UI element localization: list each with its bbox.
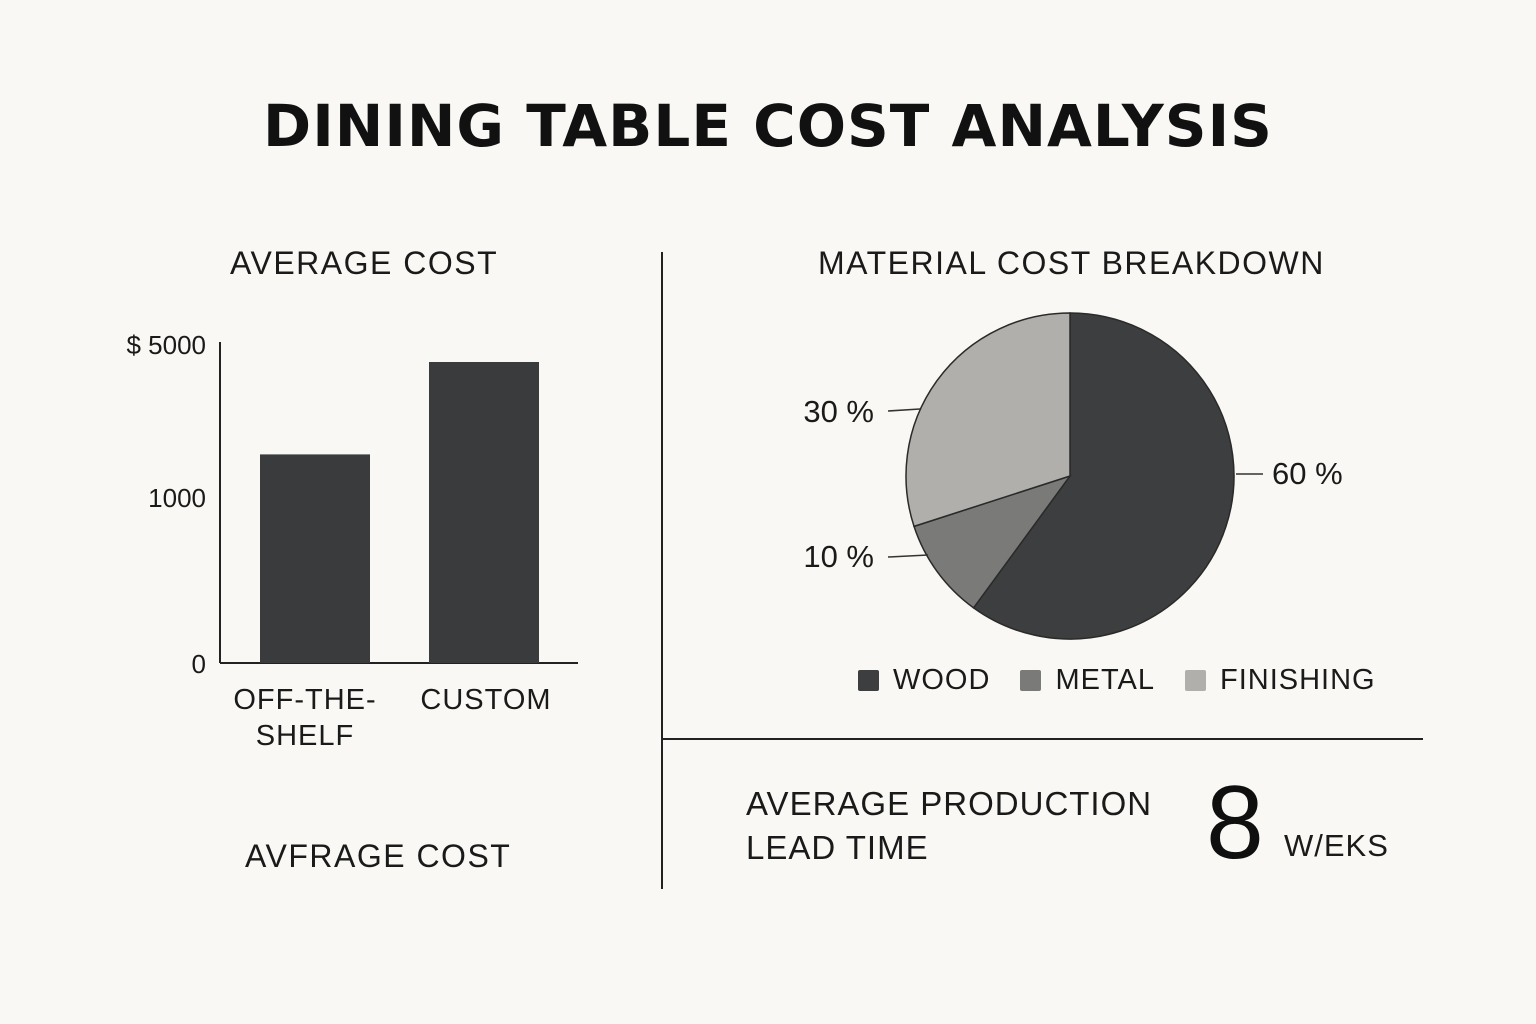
bar-category-label: SHELF [256, 720, 354, 752]
pie-legend: WOOD METAL FINISHING [858, 664, 1406, 697]
bar-chart-footer-label: AVFRAGE COST [245, 838, 512, 874]
pie-slice-wood [972, 312, 1235, 640]
legend-label: WOOD [893, 664, 991, 696]
lead-time-unit: W/EKS [1284, 828, 1389, 863]
bar-0 [260, 454, 370, 663]
pie-chart-title: MATERIAL COST BREAKDOWN [818, 245, 1325, 281]
pie-chart: 60 % 10 % 30 % [803, 312, 1343, 640]
lead-time-value: 8 [1206, 765, 1264, 881]
pie-slice-label: 10 % [803, 539, 874, 574]
lead-time-label-line2: LEAD TIME [746, 829, 929, 866]
pie-slice-finishing [905, 312, 1071, 528]
bar-chart-title: AVERAGE COST [230, 245, 499, 281]
pie-leader-line [887, 554, 929, 558]
pie-slice-metal [913, 474, 1072, 609]
bar-y-tick-label: 1000 [148, 483, 206, 513]
legend-label: FINISHING [1219, 664, 1376, 696]
bar-category-label: OFF-THE- [233, 684, 376, 716]
vertical-divider [661, 252, 663, 889]
pie-slice-label: 30 % [803, 394, 874, 429]
bar-y-tick-label: $ 5000 [126, 330, 206, 360]
bar-category-label: CUSTOM [420, 684, 551, 716]
horizontal-divider [663, 738, 1423, 740]
bar-1 [429, 362, 539, 663]
pie-leader-line [887, 408, 921, 412]
legend-item-wood: WOOD [858, 664, 990, 697]
legend-item-metal: METAL [1020, 664, 1155, 697]
legend-swatch [858, 670, 879, 691]
bar-chart: 0 1000 $ 5000 OFF-THE- SHELF CUSTOM [126, 330, 578, 752]
page-title: DINING TABLE COST ANALYSIS [263, 92, 1273, 160]
legend-label: METAL [1055, 664, 1155, 696]
bar-y-tick-label: 0 [192, 649, 206, 679]
legend-swatch [1184, 670, 1206, 691]
lead-time-label: AVERAGE PRODUCTION LEAD TIME [746, 782, 1152, 870]
legend-item-finishing: FINISHING [1184, 664, 1376, 697]
pie-slice-label: 60 % [1272, 456, 1343, 491]
legend-swatch [1020, 670, 1042, 691]
lead-time-label-line1: AVERAGE PRODUCTION [746, 785, 1153, 822]
